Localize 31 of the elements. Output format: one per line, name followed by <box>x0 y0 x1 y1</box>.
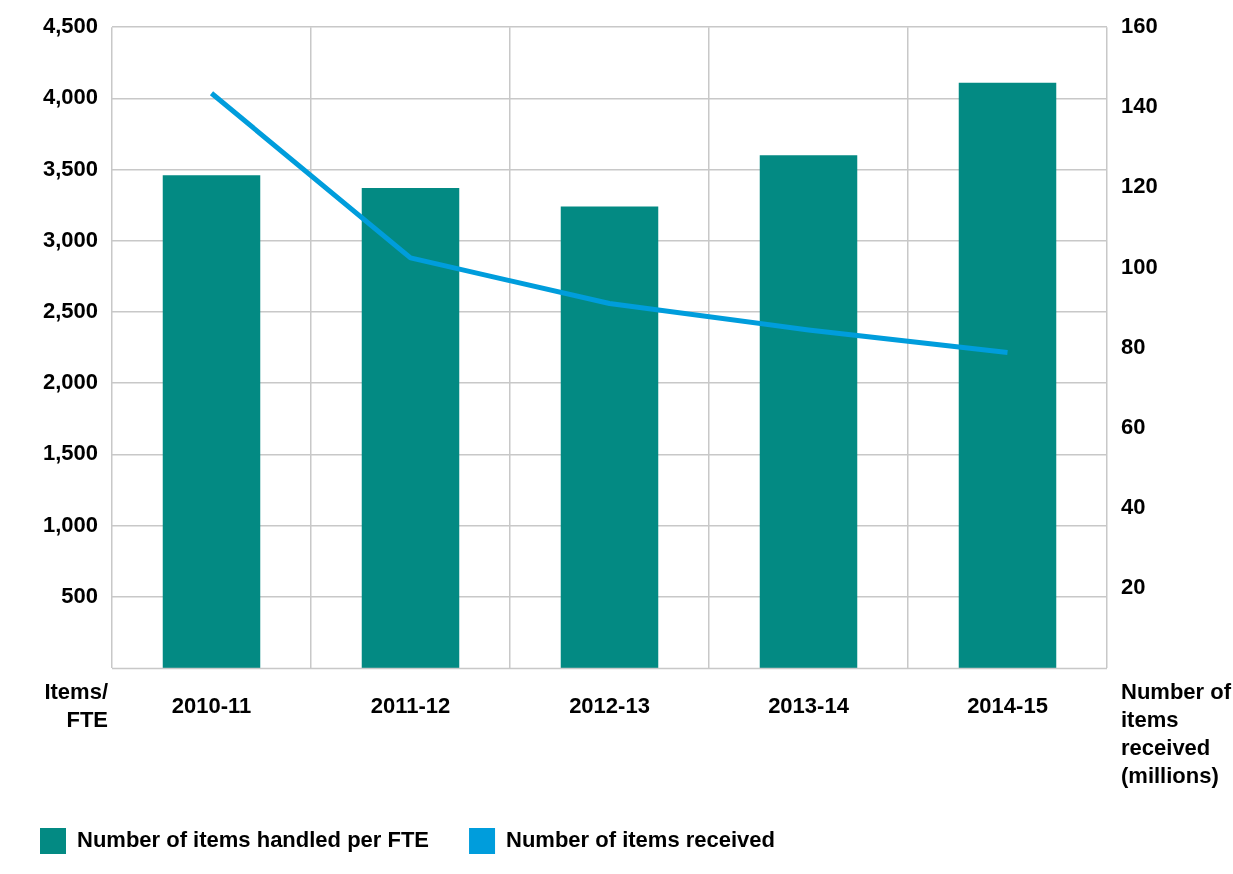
y2-tick-label: 60 <box>1121 413 1146 439</box>
y-tick-label: 4,500 <box>42 13 98 39</box>
y2-tick-label: 100 <box>1121 253 1158 279</box>
bar <box>162 175 261 668</box>
y-tick-label: 3,000 <box>42 226 98 252</box>
y-tick-label: 2,000 <box>42 369 98 395</box>
legend-label: Number of items handled per FTE <box>77 827 430 853</box>
bar <box>958 82 1057 668</box>
y-tick-label: 1,000 <box>42 511 98 537</box>
y2-tick-label: 160 <box>1121 13 1158 39</box>
bar <box>560 206 659 668</box>
bar <box>759 155 858 668</box>
x-tick-label: 2012-13 <box>569 693 650 719</box>
y2-tick-label: 40 <box>1121 493 1146 519</box>
bar <box>361 188 460 668</box>
y2-tick-label: 20 <box>1121 573 1146 599</box>
y-axis-title: Items/ FTE <box>44 679 108 733</box>
x-tick-label: 2011-12 <box>370 693 451 719</box>
y2-axis-title: Number of items received (millions) <box>1121 679 1232 789</box>
y-tick-label: 1,500 <box>42 440 98 466</box>
y-tick-label: 3,500 <box>42 155 98 181</box>
legend-label: Number of items received <box>506 827 776 853</box>
y-tick-label: 4,000 <box>42 84 98 110</box>
x-tick-label: 2014-15 <box>967 693 1048 719</box>
y-tick-label: 2,500 <box>42 298 98 324</box>
y-tick-label: 500 <box>61 582 98 608</box>
x-tick-label: 2013-14 <box>768 693 850 719</box>
y2-tick-label: 120 <box>1121 173 1158 199</box>
x-tick-label: 2010-11 <box>171 693 252 719</box>
y2-tick-label: 80 <box>1121 333 1146 359</box>
y2-tick-label: 140 <box>1121 93 1158 119</box>
